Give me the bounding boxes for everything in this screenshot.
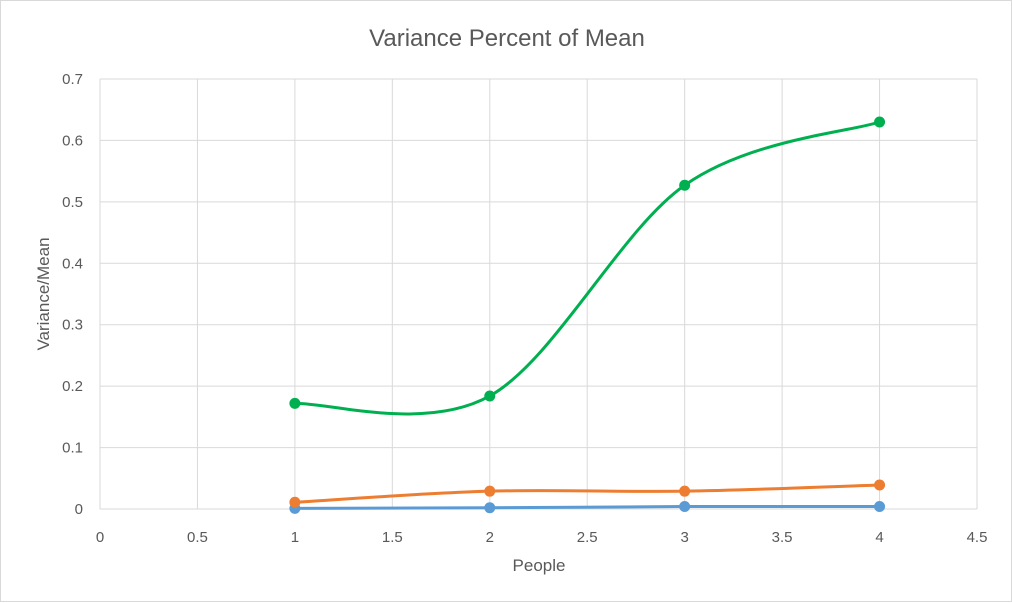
- x-tick-label: 4.5: [967, 529, 988, 546]
- series-line: [293, 120, 882, 416]
- x-tick-label: 2.5: [577, 529, 598, 546]
- y-axis-label: Variance/Mean: [34, 237, 53, 350]
- series-2: [289, 479, 886, 508]
- y-tick-label: 0.3: [62, 317, 83, 334]
- data-point: [484, 390, 496, 402]
- y-tick-label: 0: [75, 501, 83, 518]
- data-point: [679, 485, 691, 497]
- data-point: [289, 496, 301, 508]
- series-line: [293, 483, 882, 504]
- y-axis-ticks: 0 0.1 0.2 0.3 0.4 0.5 0.6 0.7: [62, 71, 83, 518]
- data-point: [679, 501, 691, 513]
- x-tick-label: 3.5: [772, 529, 793, 546]
- x-tick-label: 0: [96, 529, 104, 546]
- series-layer: [289, 116, 886, 514]
- series-1: [289, 501, 886, 514]
- y-tick-label: 0.1: [62, 440, 83, 457]
- series-3: [289, 116, 886, 416]
- data-point: [289, 397, 301, 409]
- data-point: [484, 485, 496, 497]
- y-tick-label: 0.4: [62, 255, 83, 272]
- x-tick-label: 2: [486, 529, 494, 546]
- data-point: [484, 502, 496, 514]
- x-tick-label: 1: [291, 529, 299, 546]
- x-axis-ticks: 0 0.5 1 1.5 2 2.5 3 3.5 4 4.5: [96, 529, 988, 546]
- y-tick-label: 0.6: [62, 132, 83, 149]
- y-tick-label: 0.7: [62, 71, 83, 88]
- data-point: [874, 479, 886, 491]
- x-tick-label: 1.5: [382, 529, 403, 546]
- x-tick-label: 4: [875, 529, 883, 546]
- data-point: [874, 116, 886, 128]
- data-point: [874, 501, 886, 513]
- chart-title: Variance Percent of Mean: [369, 25, 645, 52]
- x-axis-label: People: [513, 556, 566, 575]
- y-tick-label: 0.2: [62, 378, 83, 395]
- series-line: [293, 504, 882, 510]
- y-tick-label: 0.5: [62, 194, 83, 211]
- x-tick-label: 3: [680, 529, 688, 546]
- data-point: [679, 179, 691, 191]
- gridlines: [99, 78, 978, 510]
- x-tick-label: 0.5: [187, 529, 208, 546]
